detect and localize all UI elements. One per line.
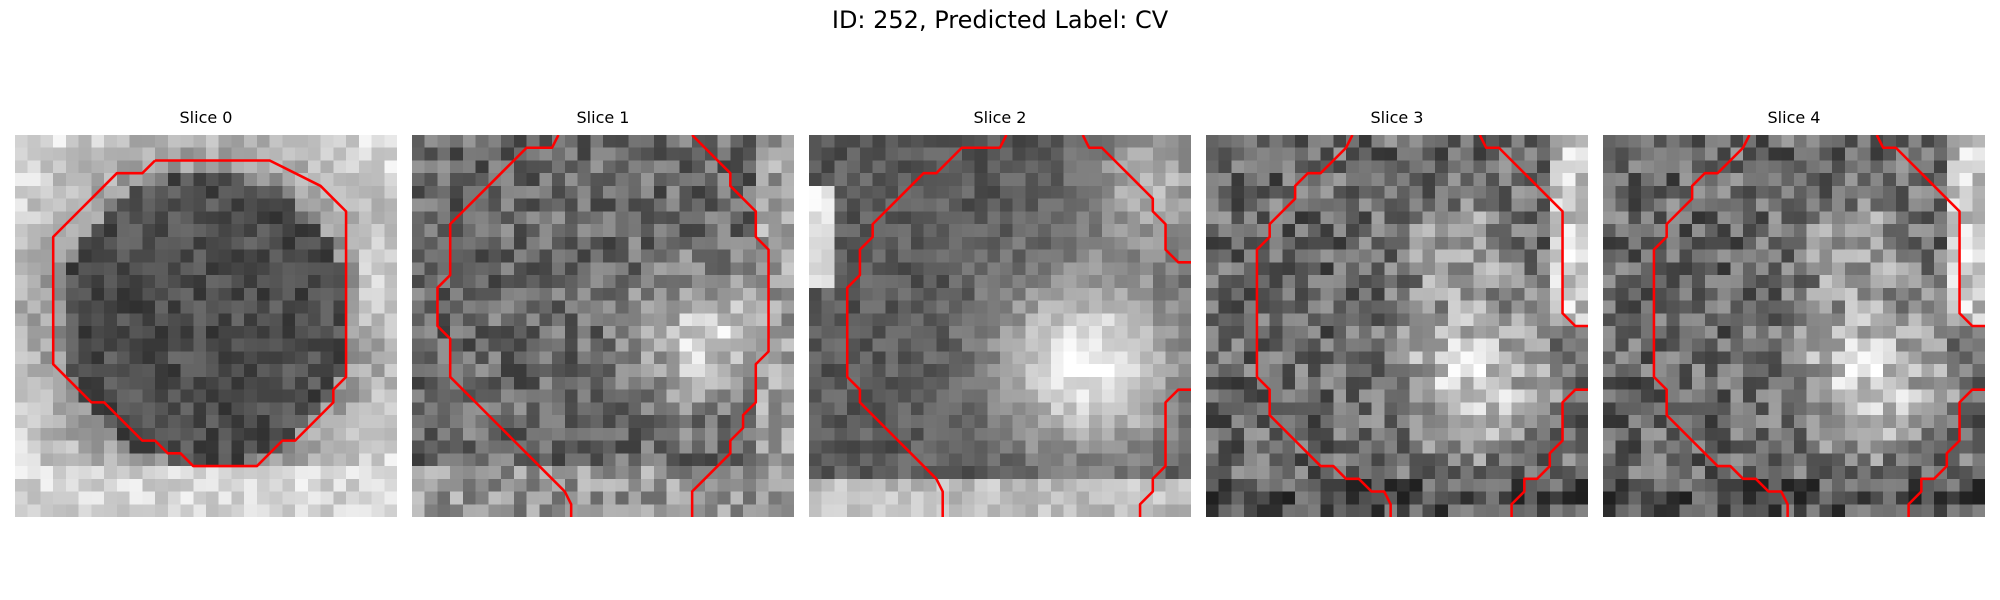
- contour-4c: [1907, 388, 1985, 517]
- contour-1b: [690, 135, 770, 517]
- slice-image-0: [15, 135, 397, 517]
- slice-panel-3: Slice 3: [1206, 108, 1588, 517]
- contour-3b: [1478, 135, 1588, 328]
- slice-image-3: [1206, 135, 1588, 517]
- slice-image-2: [809, 135, 1191, 517]
- contour-3a: [1255, 135, 1392, 517]
- contour-4b: [1875, 135, 1985, 328]
- slice-image-4: [1603, 135, 1985, 517]
- slice-title-4: Slice 4: [1767, 108, 1821, 127]
- slice-title-2: Slice 2: [973, 108, 1027, 127]
- contour-4a: [1652, 135, 1789, 517]
- slice-title-0: Slice 0: [179, 108, 233, 127]
- slice-title-1: Slice 1: [576, 108, 630, 127]
- contour-1a: [436, 135, 573, 517]
- contour-2c: [1138, 388, 1191, 517]
- figure-title: ID: 252, Predicted Label: CV: [831, 6, 1169, 34]
- slice-panel-4: Slice 4: [1603, 108, 1985, 517]
- slice-panel-0: Slice 0: [15, 108, 397, 517]
- slice-panel-1: Slice 1: [412, 108, 794, 517]
- slice-panel-2: Slice 2: [809, 108, 1191, 517]
- contour-2b: [1081, 135, 1191, 264]
- contour-3c: [1510, 388, 1588, 517]
- slice-title-3: Slice 3: [1370, 108, 1424, 127]
- contour-0: [51, 159, 348, 468]
- contour-2a: [845, 135, 1008, 517]
- slice-image-1: [412, 135, 794, 517]
